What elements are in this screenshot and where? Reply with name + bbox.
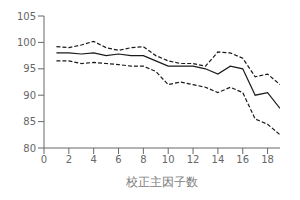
svg-text:100: 100 [17,37,36,48]
svg-text:0: 0 [41,154,47,165]
svg-text:校正主因子数: 校正主因子数 [125,175,198,189]
svg-text:8: 8 [140,154,146,165]
svg-text:80: 80 [23,143,36,154]
svg-text:18: 18 [261,154,274,165]
svg-text:85: 85 [23,116,36,127]
svg-text:4: 4 [90,154,96,165]
svg-text:90: 90 [23,90,36,101]
svg-text:2: 2 [66,154,72,165]
svg-text:14: 14 [212,154,225,165]
svg-text:12: 12 [187,154,200,165]
svg-text:95: 95 [23,63,36,74]
svg-text:105: 105 [17,11,36,22]
svg-text:10: 10 [162,154,175,165]
svg-text:16: 16 [236,154,249,165]
svg-text:6: 6 [115,154,121,165]
